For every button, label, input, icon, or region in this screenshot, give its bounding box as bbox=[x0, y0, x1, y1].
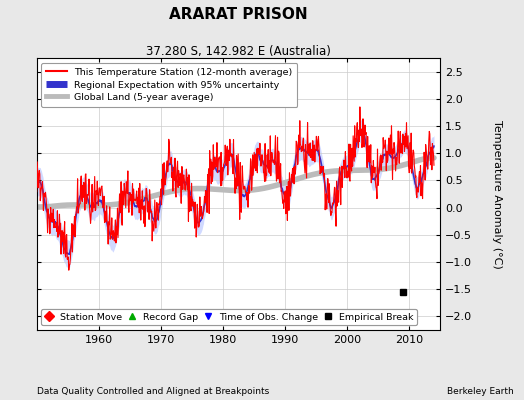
Text: Data Quality Controlled and Aligned at Breakpoints: Data Quality Controlled and Aligned at B… bbox=[37, 387, 269, 396]
Y-axis label: Temperature Anomaly (°C): Temperature Anomaly (°C) bbox=[492, 120, 501, 268]
Title: 37.280 S, 142.982 E (Australia): 37.280 S, 142.982 E (Australia) bbox=[146, 45, 331, 58]
Legend: Station Move, Record Gap, Time of Obs. Change, Empirical Break: Station Move, Record Gap, Time of Obs. C… bbox=[41, 309, 417, 325]
Text: ARARAT PRISON: ARARAT PRISON bbox=[169, 7, 308, 22]
Text: Berkeley Earth: Berkeley Earth bbox=[447, 387, 514, 396]
